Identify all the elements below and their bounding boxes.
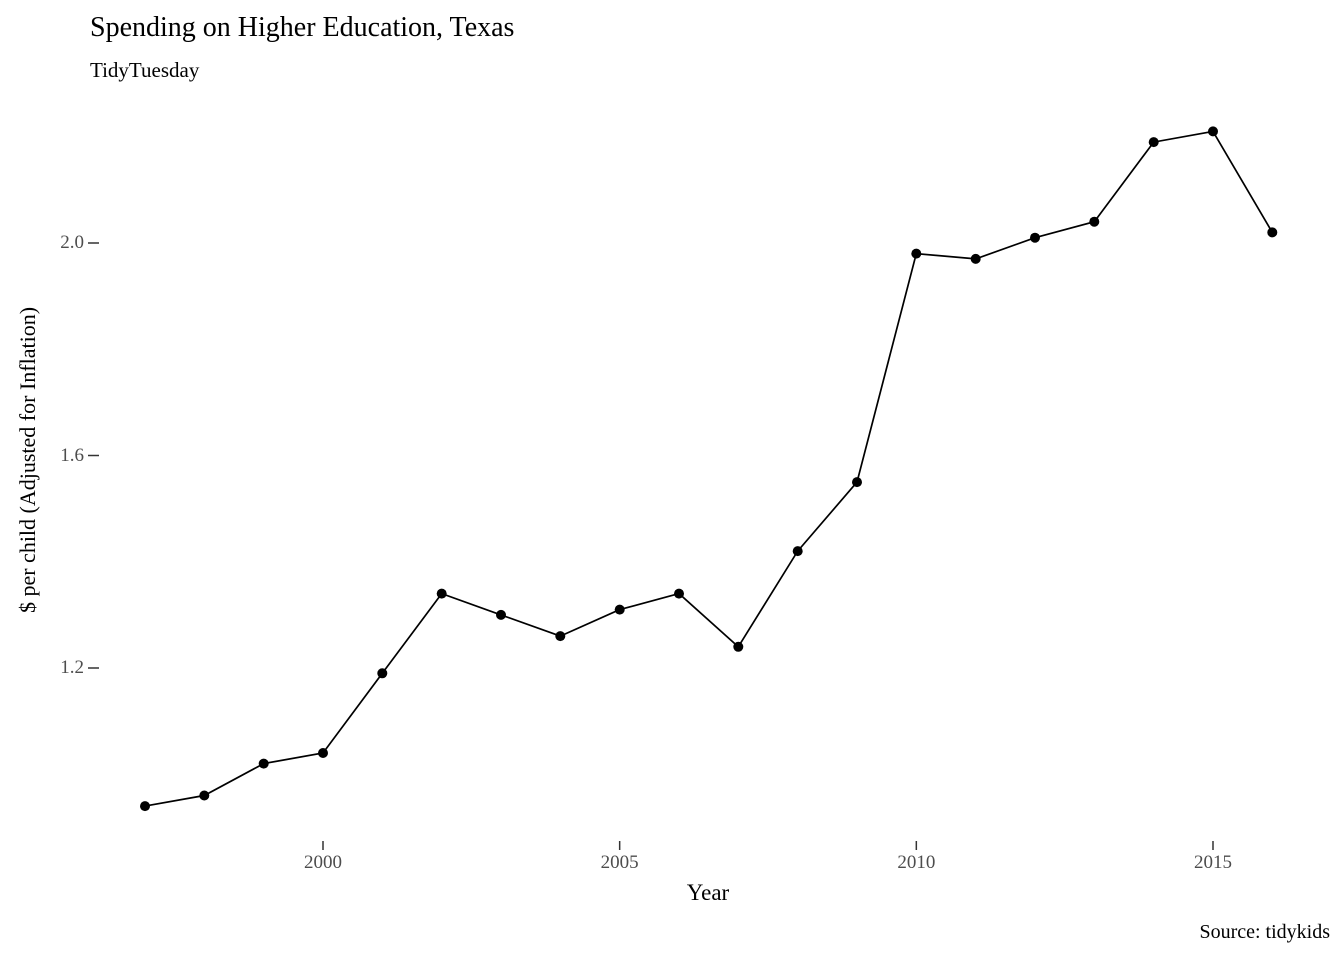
- x-tick-label-2005: 2005: [600, 852, 639, 873]
- x-tick-label-2015: 2015: [1193, 852, 1232, 873]
- data-point-2006: [674, 588, 684, 599]
- chart-subtitle: TidyTuesday: [90, 58, 200, 82]
- data-point-2012: [1030, 232, 1040, 243]
- data-point-2001: [377, 668, 388, 679]
- trend-line: [144, 130, 1274, 807]
- data-point-1999: [258, 758, 269, 769]
- data-point-2004: [555, 631, 566, 642]
- data-point-2010: [911, 248, 922, 259]
- data-point-2013: [1089, 216, 1100, 227]
- data-point-2014: [1148, 137, 1159, 148]
- data-point-2007: [733, 641, 744, 652]
- data-point-2002: [436, 588, 447, 599]
- data-point-2003: [496, 609, 506, 620]
- data-point-2016: [1267, 227, 1278, 238]
- x-tick-label-2000: 2000: [304, 852, 342, 873]
- y-tick-label-2.0: 2.0: [60, 232, 84, 253]
- chart-title: Spending on Higher Education, Texas: [90, 12, 515, 43]
- data-point-2015: [1208, 126, 1218, 137]
- data-point-2008: [792, 546, 803, 557]
- data-point-1998: [199, 790, 210, 801]
- x-tick-label-2010: 2010: [897, 852, 936, 873]
- data-point-2000: [318, 748, 328, 758]
- source-caption: Source: tidykids: [1199, 921, 1330, 943]
- data-point-2005: [614, 604, 625, 615]
- y-tick-label-1.2: 1.2: [60, 657, 84, 678]
- data-point-1997: [140, 801, 150, 812]
- data-point-2009: [852, 477, 862, 488]
- data-point-2011: [970, 253, 981, 264]
- x-axis-label: Year: [686, 880, 730, 905]
- y-tick-label-1.6: 1.6: [60, 444, 84, 466]
